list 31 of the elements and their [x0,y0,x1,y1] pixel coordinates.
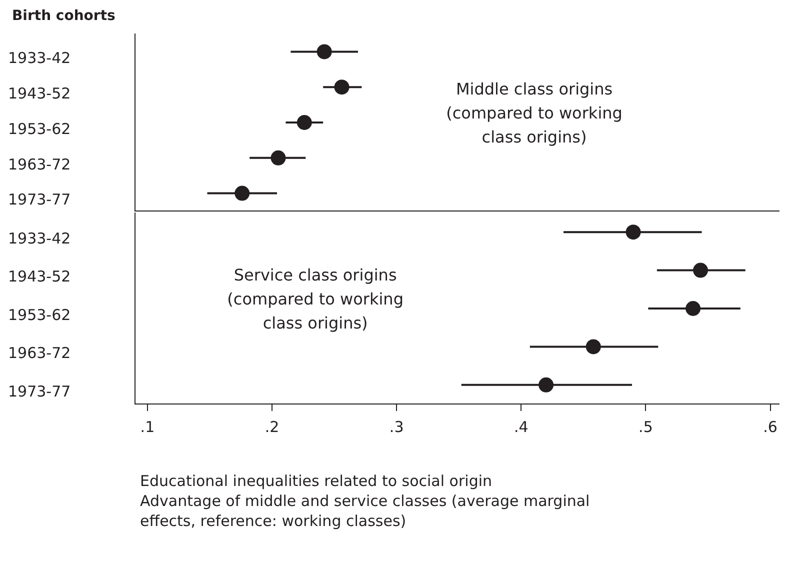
point [626,224,641,240]
y-tick-label: 1933-42 [8,229,71,248]
text: Advantage of middle and service classes (average marginal effects, reference: working classes) [140,491,591,531]
x-tick-label: .6 [763,418,778,436]
point [586,339,601,354]
x-tick-label: .5 [638,418,653,436]
y-tick-label: 1973-77 [8,190,71,209]
y-tick-label: 1963-72 [8,344,71,362]
point [270,150,286,166]
y-tick-label: 1973-77 [8,382,71,400]
point [334,80,350,95]
y-axis-title: Birth cohorts [12,8,116,24]
y-tick-label: 1943-52 [8,84,71,102]
y-tick-label: 1963-72 [8,155,71,174]
y-tick-label: 1953-62 [8,306,71,324]
y-tick-label: 1943-52 [8,268,71,286]
point [316,44,332,60]
point [296,115,312,130]
text: Educational inequalities related to social origin [140,471,494,491]
annotation: Service class origins (compared to working class origins) [227,266,404,333]
point [686,301,701,316]
y-tick-label: 1953-62 [8,120,71,138]
x-tick-label: .4 [514,418,528,436]
x-tick-label: .2 [264,418,280,436]
annotation: Middle class origins (compared to working class origins) [446,80,622,147]
point [234,186,250,201]
x-tick-label: .3 [389,418,404,436]
y-tick-label: 1933-42 [8,49,71,68]
x-tick-label: .1 [140,418,155,436]
point [538,377,554,392]
point [693,262,708,278]
